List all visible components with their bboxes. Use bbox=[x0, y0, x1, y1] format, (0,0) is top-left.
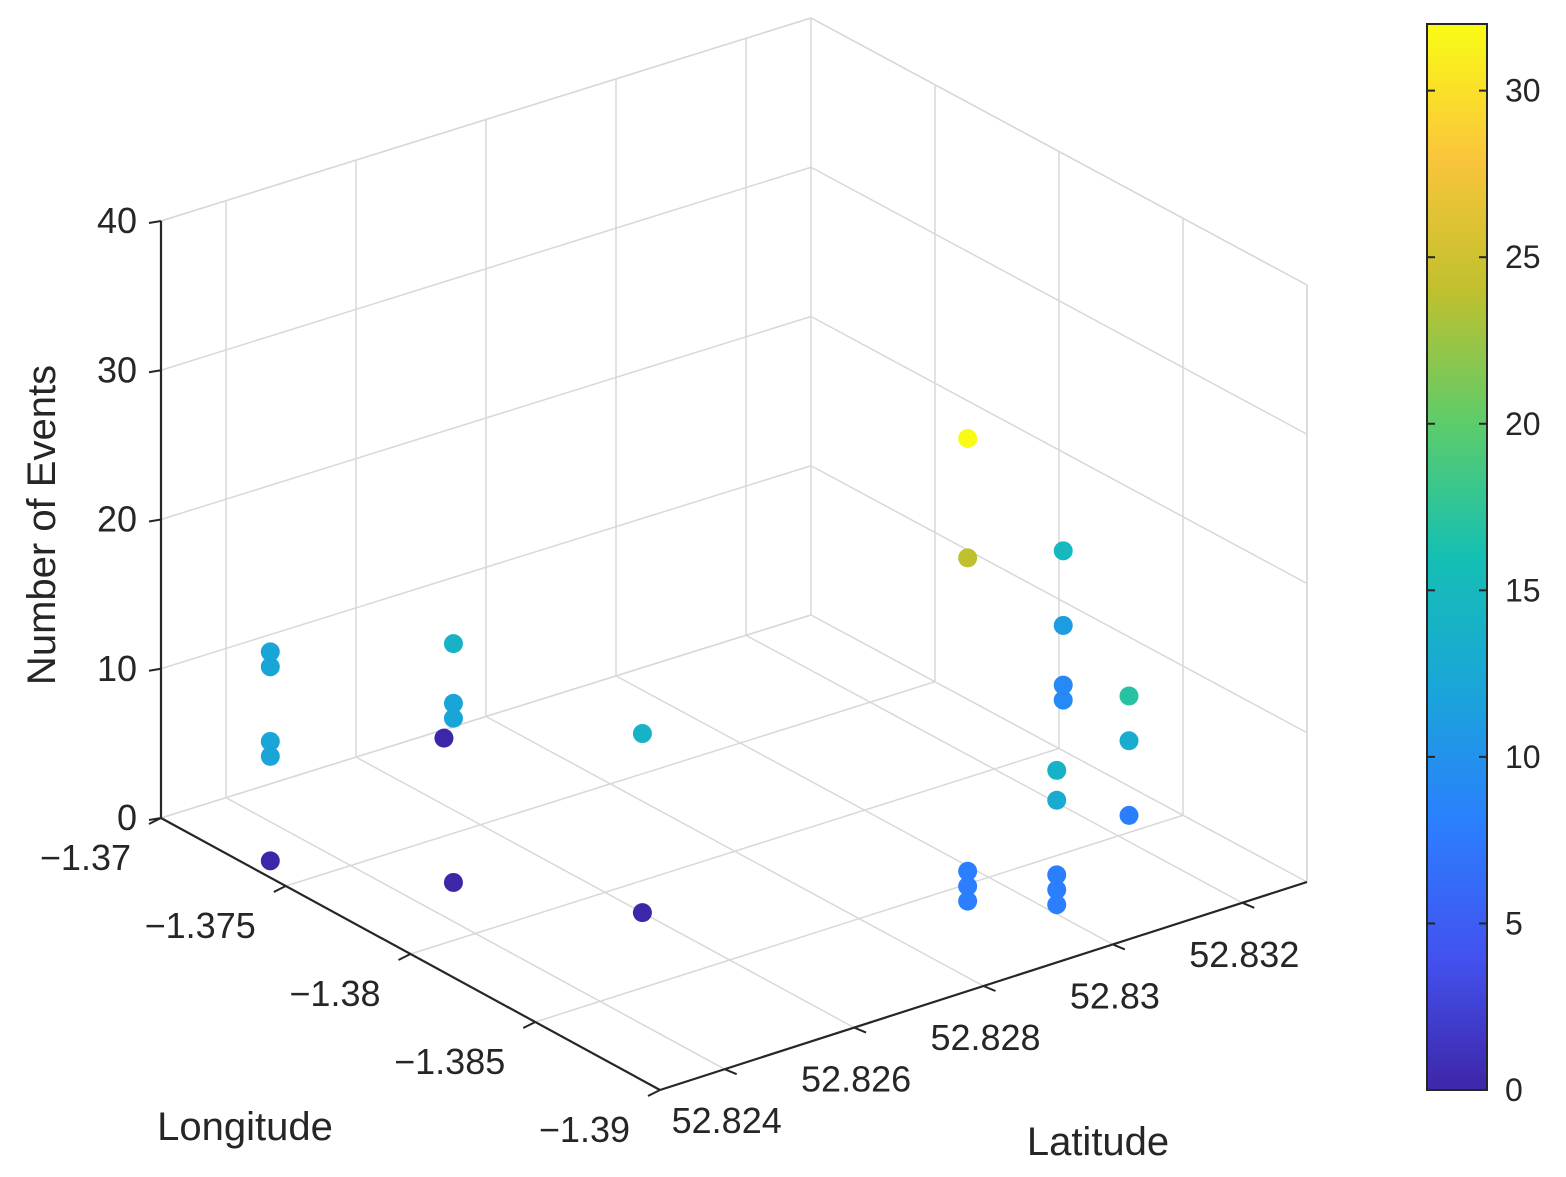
grid-line bbox=[160, 465, 812, 670]
z-axis-label: Number of Events bbox=[20, 365, 64, 685]
data-point bbox=[1119, 731, 1139, 751]
data-point bbox=[260, 746, 280, 766]
data-point bbox=[443, 634, 463, 654]
x-tick-label: 52.832 bbox=[1189, 934, 1299, 975]
x-tick-label: 52.83 bbox=[1070, 975, 1160, 1016]
data-points bbox=[260, 428, 1139, 923]
colorbar-tick-label: 10 bbox=[1505, 739, 1541, 775]
x-tick bbox=[1241, 901, 1255, 909]
box-edge bbox=[160, 17, 812, 222]
z-tick-label: 20 bbox=[97, 499, 137, 540]
data-point bbox=[1119, 686, 1139, 706]
data-point bbox=[958, 548, 978, 568]
grid-lines bbox=[160, 17, 1308, 1091]
y-axis-label: Longitude bbox=[157, 1105, 333, 1149]
data-point bbox=[260, 851, 280, 871]
y-tick bbox=[522, 1021, 536, 1029]
grid-line bbox=[160, 614, 812, 819]
z-tick bbox=[148, 369, 162, 374]
box-edge bbox=[810, 17, 1308, 286]
x-tick bbox=[724, 1068, 738, 1076]
data-point bbox=[1047, 865, 1067, 885]
data-point bbox=[632, 724, 652, 744]
x-tick bbox=[1112, 943, 1126, 951]
grid-line bbox=[810, 315, 1308, 585]
colorbar-tick-label: 0 bbox=[1505, 1072, 1523, 1108]
grid-line bbox=[160, 315, 812, 521]
x-axis-label: Latitude bbox=[1027, 1120, 1169, 1164]
y-tick bbox=[148, 817, 162, 825]
colorbar-tick-label: 15 bbox=[1505, 572, 1541, 608]
z-tick-label: 40 bbox=[97, 200, 137, 241]
data-point bbox=[1047, 760, 1067, 780]
data-point bbox=[443, 872, 463, 892]
data-point bbox=[958, 891, 978, 911]
x-tick-label: 52.824 bbox=[672, 1100, 782, 1141]
data-point bbox=[1119, 805, 1139, 825]
data-point bbox=[1053, 541, 1073, 561]
data-point bbox=[958, 428, 978, 448]
colorbar-gradient bbox=[1426, 23, 1488, 1091]
z-tick-label: 0 bbox=[117, 797, 137, 838]
colorbar: 0 5 10 15 20 25 30 bbox=[1426, 23, 1541, 1108]
tick-labels: 0 10 20 30 40 −1.37 −1.375 −1.38 −1.385 −1.39 52.8… bbox=[40, 200, 1299, 1150]
x-tick-label: 52.828 bbox=[930, 1017, 1040, 1058]
data-point bbox=[1047, 790, 1067, 810]
data-point bbox=[443, 693, 463, 713]
data-point bbox=[443, 708, 463, 728]
z-tick bbox=[148, 220, 162, 224]
data-point bbox=[260, 731, 280, 751]
data-point bbox=[1053, 615, 1073, 635]
grid-line bbox=[160, 166, 812, 371]
y-tick-label: −1.39 bbox=[539, 1109, 630, 1150]
grid-line bbox=[285, 681, 936, 887]
z-tick bbox=[148, 518, 162, 523]
x-tick bbox=[983, 985, 996, 992]
grid-line bbox=[535, 814, 1184, 1023]
data-point bbox=[1053, 675, 1073, 695]
grid-line bbox=[810, 166, 1308, 435]
x-tick-label: 52.826 bbox=[801, 1059, 911, 1100]
data-point bbox=[434, 728, 454, 748]
y-tick bbox=[647, 1089, 661, 1097]
grid-line bbox=[810, 465, 1308, 734]
y-tick-label: −1.375 bbox=[145, 905, 256, 946]
data-point bbox=[632, 903, 652, 923]
y-tick-label: −1.38 bbox=[289, 973, 380, 1014]
axes bbox=[148, 220, 1308, 1097]
data-point bbox=[1047, 880, 1067, 900]
data-point bbox=[260, 642, 280, 662]
colorbar-tick-label: 20 bbox=[1505, 406, 1541, 442]
y-tick bbox=[273, 885, 287, 893]
x-tick bbox=[853, 1026, 867, 1034]
grid-line bbox=[410, 747, 1060, 955]
data-point bbox=[1047, 895, 1067, 915]
z-tick-label: 10 bbox=[97, 648, 137, 689]
y-tick-label: −1.385 bbox=[394, 1041, 505, 1082]
data-point bbox=[260, 657, 280, 677]
data-point bbox=[958, 861, 978, 881]
colorbar-tick-label: 30 bbox=[1505, 73, 1541, 109]
colorbar-tick-label: 5 bbox=[1505, 905, 1523, 941]
z-tick bbox=[148, 667, 162, 672]
data-point bbox=[958, 876, 978, 896]
y-tick bbox=[398, 953, 411, 961]
y-tick-label: −1.37 bbox=[40, 837, 131, 878]
data-point bbox=[1053, 690, 1073, 710]
z-tick-label: 30 bbox=[97, 349, 137, 390]
colorbar-tick-label: 25 bbox=[1505, 239, 1541, 275]
